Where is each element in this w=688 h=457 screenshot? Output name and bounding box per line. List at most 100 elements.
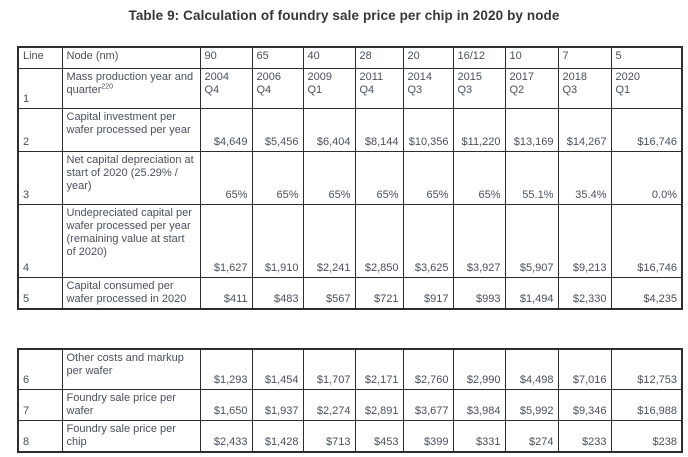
row-label-cell: Capital investment per wafer processed p… xyxy=(61,107,201,152)
value-cell: $721 xyxy=(354,276,404,310)
value-cell: $4,649 xyxy=(199,107,253,152)
value-cell: $2,990 xyxy=(452,348,506,390)
value-cell: $1,293 xyxy=(199,348,253,390)
row-label: Undepreciated capital per wafer processe… xyxy=(66,206,192,258)
value-cell: 2014 Q3 xyxy=(402,67,454,109)
value-cell: $4,235 xyxy=(610,276,683,310)
value-cell: 2015 Q3 xyxy=(452,67,506,109)
value-cell: 65% xyxy=(251,150,304,205)
value-cell: $2,330 xyxy=(557,276,612,310)
value-cell: $1,494 xyxy=(504,276,559,310)
row-label: Foundry sale price per wafer xyxy=(66,391,176,417)
value-cell: $14,267 xyxy=(557,107,612,152)
value-cell: $331 xyxy=(452,419,506,452)
column-header-node-16-12: 16/12 xyxy=(452,46,506,69)
value-cell: $16,746 xyxy=(610,107,683,152)
row-label: Net capital depreciation at start of 202… xyxy=(66,153,194,192)
value-cell: $411 xyxy=(199,276,253,310)
value-cell: $233 xyxy=(557,419,612,452)
line-number-cell: 1 xyxy=(17,67,63,109)
value-cell: 65% xyxy=(199,150,253,205)
value-cell: $1,428 xyxy=(251,419,304,452)
row-label: Foundry sale price per chip xyxy=(66,422,176,448)
row-label: Mass production year and quarter xyxy=(66,70,194,96)
table-row: 2 Capital investment per wafer processed … xyxy=(17,107,683,152)
foundry-price-table-upper: Line Node (nm) 90 65 40 28 20 16/12 10 7 5 1 Mass pr… xyxy=(17,46,683,310)
row-label-cell: Foundry sale price per chip xyxy=(61,419,201,452)
value-cell: 2020 Q1 xyxy=(610,67,683,109)
value-cell: $2,433 xyxy=(199,419,253,452)
column-header-row: Line Node (nm) 90 65 40 28 20 16/12 10 7 5 xyxy=(17,46,683,69)
table-row: 8 Foundry sale price per chip $2,433 $1,428… xyxy=(17,419,683,452)
footnote-reference: 220 xyxy=(101,82,114,90)
value-cell: 2004 Q4 xyxy=(199,67,253,109)
column-header-node-7: 7 xyxy=(557,46,612,69)
value-cell: $7,016 xyxy=(557,348,612,390)
value-cell: $3,927 xyxy=(452,203,506,278)
row-label-cell: Capital consumed per wafer processed in … xyxy=(61,276,201,310)
table-title: Table 9: Calculation of foundry sale pri… xyxy=(128,8,560,23)
value-cell: 35.4% xyxy=(557,150,612,205)
value-cell: $993 xyxy=(452,276,506,310)
column-header-node-20: 20 xyxy=(402,46,454,69)
row-label: Other costs and markup per wafer xyxy=(66,352,184,377)
value-cell: 65% xyxy=(354,150,404,205)
column-header-line: Line xyxy=(17,46,63,69)
value-cell: $483 xyxy=(251,276,304,310)
column-header-node-65: 65 xyxy=(251,46,304,69)
value-cell: $1,910 xyxy=(251,203,304,278)
value-cell: 2011 Q4 xyxy=(354,67,404,109)
column-header-node-90: 90 xyxy=(199,46,253,69)
value-cell: $16,746 xyxy=(610,203,683,278)
row-label-cell: Other costs and markup per wafer xyxy=(61,348,201,390)
row-label-cell: Undepreciated capital per wafer processe… xyxy=(61,203,201,278)
value-cell: 65% xyxy=(402,150,454,205)
value-cell: $713 xyxy=(302,419,356,452)
value-cell: $399 xyxy=(402,419,454,452)
line-number-cell: 7 xyxy=(17,388,63,421)
table-row: 1 Mass production year and quarter220 2004… xyxy=(17,67,683,109)
value-cell: $9,346 xyxy=(557,388,612,421)
line-number-cell: 8 xyxy=(17,419,63,452)
foundry-price-table-lower: 6 Other costs and markup per wafer $1,293 $… xyxy=(17,348,683,453)
column-header-node-28: 28 xyxy=(354,46,404,69)
value-cell: $3,625 xyxy=(402,203,454,278)
line-number-cell: 4 xyxy=(17,203,63,278)
value-cell: $2,171 xyxy=(354,348,404,390)
value-cell: 2009 Q1 xyxy=(302,67,356,109)
value-cell: $16,988 xyxy=(610,388,683,421)
line-number-cell: 6 xyxy=(17,348,63,390)
table-row: 3 Net capital depreciation at start of 20… xyxy=(17,150,683,205)
value-cell: $274 xyxy=(504,419,559,452)
value-cell: $2,850 xyxy=(354,203,404,278)
line-number-cell: 3 xyxy=(17,150,63,205)
row-label-cell: Net capital depreciation at start of 202… xyxy=(61,150,201,205)
value-cell: $5,907 xyxy=(504,203,559,278)
row-label: Capital investment per wafer processed p… xyxy=(66,110,191,136)
value-cell: $3,677 xyxy=(402,388,454,421)
value-cell: $5,456 xyxy=(251,107,304,152)
value-cell: $9,213 xyxy=(557,203,612,278)
value-cell: $238 xyxy=(610,419,683,452)
column-header-node-40: 40 xyxy=(302,46,356,69)
value-cell: $1,627 xyxy=(199,203,253,278)
row-label-cell: Mass production year and quarter220 xyxy=(61,67,201,109)
value-cell: $5,992 xyxy=(504,388,559,421)
value-cell: $2,760 xyxy=(402,348,454,390)
value-cell: $10,356 xyxy=(402,107,454,152)
line-number-cell: 2 xyxy=(17,107,63,152)
value-cell: $2,891 xyxy=(354,388,404,421)
value-cell: $1,454 xyxy=(251,348,304,390)
value-cell: $917 xyxy=(402,276,454,310)
value-cell: $4,498 xyxy=(504,348,559,390)
column-header-node-10: 10 xyxy=(504,46,559,69)
value-cell: $2,241 xyxy=(302,203,356,278)
table-row: 4 Undepreciated capital per wafer process… xyxy=(17,203,683,278)
value-cell: 65% xyxy=(452,150,506,205)
value-cell: $11,220 xyxy=(452,107,506,152)
value-cell: $12,753 xyxy=(610,348,683,390)
table-row: 5 Capital consumed per wafer processed in… xyxy=(17,276,683,310)
table-row: 6 Other costs and markup per wafer $1,293 $… xyxy=(17,348,683,390)
value-cell: 0.0% xyxy=(610,150,683,205)
